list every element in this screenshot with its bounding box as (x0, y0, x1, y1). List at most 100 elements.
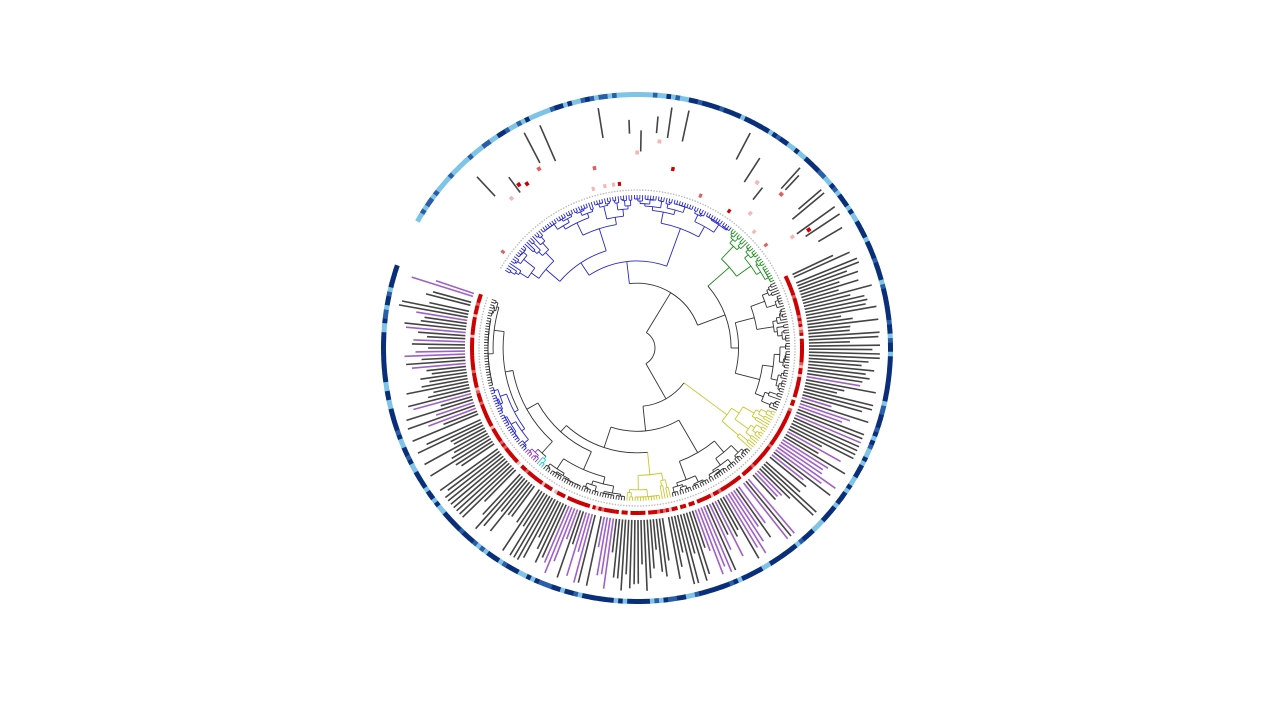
tree-branch (500, 393, 507, 397)
tip-dot (736, 469, 738, 472)
tree-branch (603, 491, 605, 494)
strip-cell (602, 93, 609, 100)
tree-node-arc (769, 284, 773, 288)
tip-dot (506, 437, 509, 440)
tree-node-arc (546, 464, 551, 468)
strip-cell (801, 534, 809, 542)
bar-mark (799, 402, 851, 422)
bar-mark (785, 433, 819, 455)
tip-dot (788, 303, 790, 306)
tree-node-arc (772, 321, 775, 333)
bar-mark (431, 368, 467, 375)
tip-dot (793, 359, 796, 362)
tree-branch (747, 245, 752, 250)
tree-branch (746, 448, 751, 452)
tree-branch (551, 220, 555, 225)
tip-dot (783, 403, 786, 406)
tree-branch (591, 490, 594, 495)
tip-dot (625, 189, 627, 192)
tree-branch (598, 199, 601, 204)
strip-cell (661, 93, 668, 99)
tip-dot (788, 306, 791, 308)
strip-cell (559, 587, 566, 594)
bar-mark (428, 407, 477, 427)
tree-branch (491, 394, 496, 397)
tip-dot (516, 244, 519, 246)
tree-branch (736, 265, 752, 277)
tree-branch (704, 480, 707, 485)
strip-cell (584, 96, 591, 103)
bar-mark (667, 516, 681, 579)
tree-branch (783, 372, 788, 375)
strip-cell (685, 593, 691, 600)
tip-dot (611, 191, 613, 193)
tip-dot (670, 501, 673, 504)
strip-cell (688, 97, 695, 104)
tree-branch (549, 222, 553, 226)
strip-cell (887, 360, 893, 366)
bar-mark (420, 319, 467, 328)
tree-branch (746, 441, 754, 448)
tree-branch (556, 458, 564, 470)
strip-cell (384, 390, 391, 396)
heat-cell (475, 389, 481, 394)
strip-cell (383, 385, 390, 392)
strip-cell (680, 594, 687, 601)
bar-mark (658, 518, 668, 577)
heat-cell (662, 508, 667, 513)
tip-dot (653, 190, 655, 192)
strip-cell (386, 399, 393, 405)
tree-node-arc (592, 480, 614, 487)
bar-mark (440, 395, 473, 407)
strip-cell (458, 527, 465, 535)
tree-branch (543, 456, 547, 459)
tree-node-arc (774, 401, 777, 404)
heat-cell (470, 363, 476, 368)
heat-cell (526, 470, 532, 476)
tip-dot (794, 351, 796, 353)
tree-branch (567, 218, 570, 223)
tree-node-arc (715, 467, 724, 475)
bar-mark (450, 457, 506, 505)
tree-branch (489, 306, 494, 309)
heat-cell (472, 375, 477, 380)
heat-cell (470, 334, 475, 338)
bar-mark (738, 486, 766, 524)
heat-cell (651, 510, 655, 515)
tip-dot (608, 502, 611, 505)
strip-cell (866, 244, 874, 252)
tree-branch (490, 392, 495, 395)
strip-cell (626, 598, 632, 604)
tree-branch (604, 198, 607, 205)
tree-branch (753, 252, 757, 256)
heat-cell (788, 286, 794, 291)
tree-node-arc (532, 241, 535, 245)
strip-cell (658, 597, 664, 604)
strip-cell (722, 107, 730, 114)
tip-dot (668, 502, 670, 504)
strip-cell (553, 104, 560, 111)
tip-dot (565, 206, 567, 208)
tree-node-arc (518, 270, 522, 275)
heat-cell (745, 467, 751, 473)
strip-cell (831, 186, 839, 194)
bar-mark (802, 284, 872, 305)
tree-branch (783, 375, 788, 377)
tree-branch (528, 239, 533, 245)
tip-dot (764, 255, 767, 257)
tip-dot (568, 490, 571, 492)
tip-dot (687, 496, 689, 499)
bar-mark (679, 514, 700, 584)
bar-mark (763, 463, 817, 513)
tree-branch (524, 439, 529, 444)
heat-cell (471, 366, 476, 371)
tip-dot (750, 237, 752, 240)
tip-dot (501, 430, 504, 433)
bar-mark (475, 475, 523, 530)
tip-dot (760, 445, 762, 447)
tree-branch (485, 368, 490, 371)
tree-branch (517, 251, 522, 256)
tree-node-arc (680, 485, 687, 488)
tree-node-arc (514, 261, 517, 264)
bar-mark (793, 417, 860, 448)
